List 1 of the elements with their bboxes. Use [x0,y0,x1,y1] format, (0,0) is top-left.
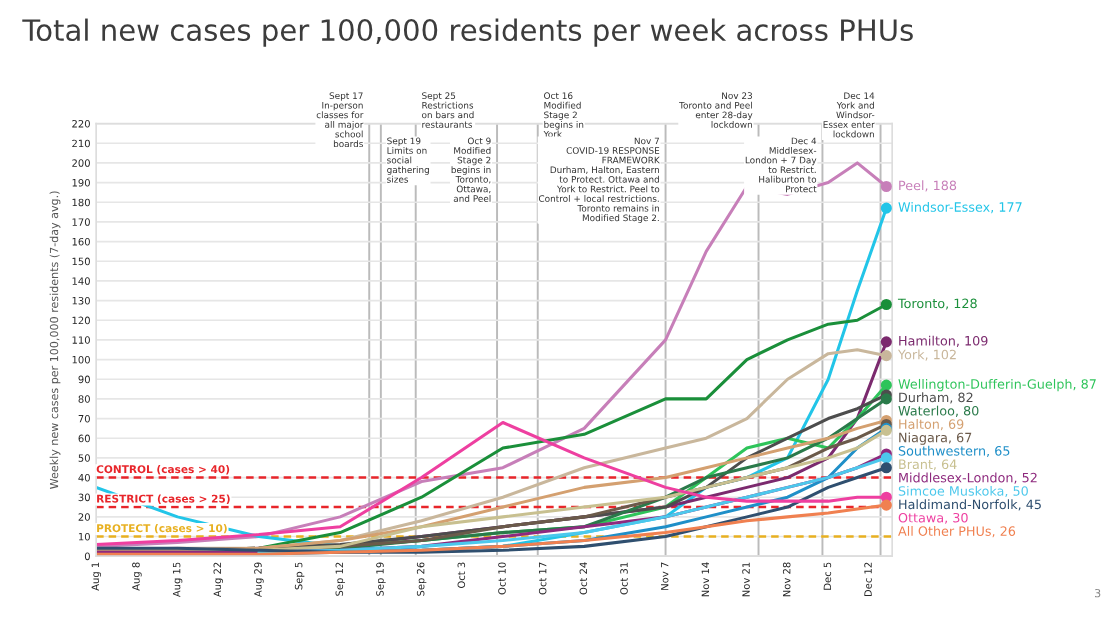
chart-title: Total new cases per 100,000 residents per week across PHUs [22,18,913,47]
